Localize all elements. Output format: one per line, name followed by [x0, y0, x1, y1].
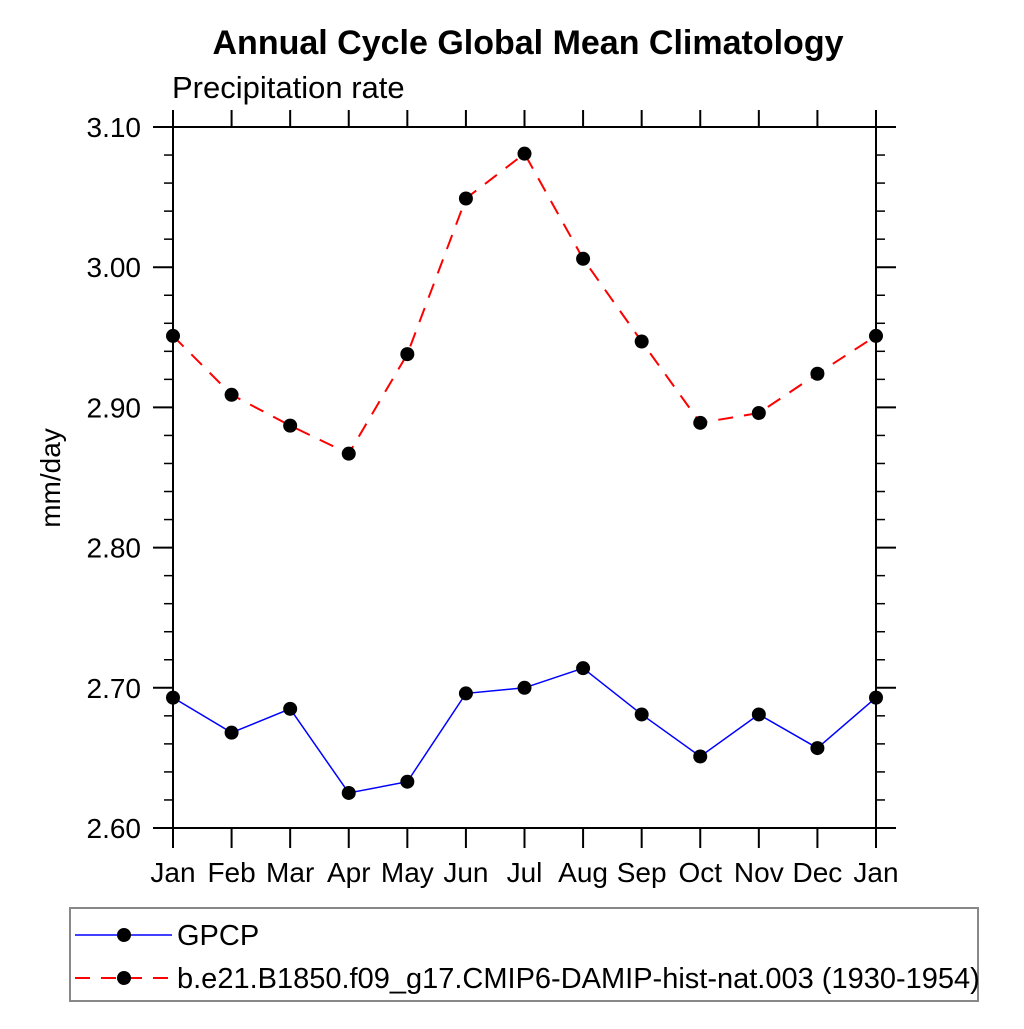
series-line-model [172, 152, 877, 455]
data-point-marker [458, 191, 473, 206]
x-tick-label: Jan [150, 857, 195, 888]
data-point-marker [576, 251, 591, 266]
plot-frame [172, 126, 877, 829]
x-tick-label: Aug [558, 857, 608, 888]
x-tick-label: Apr [327, 857, 371, 888]
y-axis-label: mm/day [35, 428, 66, 528]
data-point-marker [576, 661, 591, 676]
legend-label-gpcp: GPCP [177, 920, 259, 952]
x-tick-label: Oct [678, 857, 722, 888]
plot-axes: 2.60 2.70 2.80 2.90 3.00 3.10 Jan Feb Mar Apr May J… [87, 110, 899, 888]
data-point-marker [224, 725, 239, 740]
data-point-marker [751, 707, 766, 722]
y-tick-label: 3.00 [87, 252, 142, 283]
data-point-marker [224, 387, 239, 402]
legend-marker-model [117, 971, 131, 985]
chart-subtitle: Precipitation rate [172, 70, 405, 105]
legend-label-model: b.e21.B1850.f09_g17.CMIP6-DAMIP-hist-nat… [177, 963, 980, 995]
y-tick-label: 2.90 [87, 392, 142, 423]
chart-title: Annual Cycle Global Mean Climatology [213, 24, 844, 62]
legend-box [69, 907, 979, 1002]
y-tick-label: 2.80 [87, 533, 142, 564]
data-point-marker [400, 774, 415, 789]
data-point-marker [869, 690, 883, 705]
data-point-marker [634, 707, 649, 722]
data-point-marker [634, 334, 649, 349]
data-point-marker [283, 418, 298, 433]
x-tick-label: May [381, 857, 434, 888]
data-point-marker [810, 366, 825, 381]
data-point-marker [458, 686, 473, 701]
y-tick-label: 2.60 [87, 813, 142, 844]
plot-series [166, 146, 883, 800]
data-point-marker [166, 328, 180, 343]
x-tick-label: Nov [734, 857, 784, 888]
x-tick-label: Jul [507, 857, 543, 888]
x-tick-label: Dec [793, 857, 843, 888]
x-tick-label: Jun [443, 857, 488, 888]
x-tick-label: Mar [266, 857, 314, 888]
data-point-marker [751, 406, 766, 421]
x-tick-label: Sep [617, 857, 667, 888]
y-tick-label: 3.10 [87, 112, 142, 143]
y-tick-label: 2.70 [87, 673, 142, 704]
data-point-marker [341, 785, 356, 800]
data-point-marker [166, 690, 180, 705]
x-tick-label: Feb [207, 857, 255, 888]
legend: GPCP b.e21.B1850.f09_g17.CMIP6-DAMIP-his… [69, 907, 980, 1002]
data-point-marker [341, 446, 356, 461]
data-point-marker [517, 146, 532, 161]
data-point-marker [810, 741, 825, 756]
data-point-marker [693, 749, 708, 764]
data-point-marker [693, 415, 708, 430]
data-point-marker [400, 347, 415, 362]
data-point-marker [517, 680, 532, 695]
legend-marker-gpcp [117, 928, 131, 942]
data-point-marker [869, 328, 883, 343]
x-tick-label: Jan [853, 857, 898, 888]
data-point-marker [283, 701, 298, 716]
